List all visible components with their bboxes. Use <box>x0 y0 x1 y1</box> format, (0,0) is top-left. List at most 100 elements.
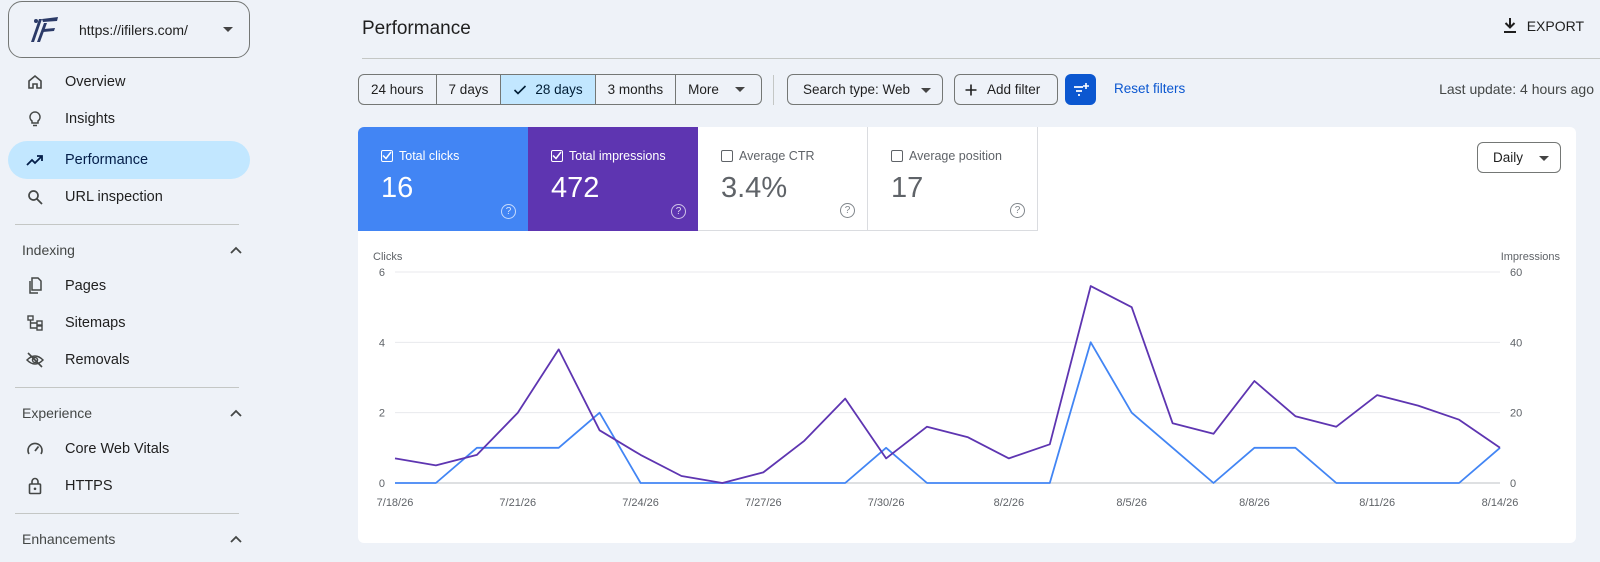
range-3-months[interactable]: 3 months <box>596 75 677 104</box>
x-tick-label: 8/14/26 <box>1482 497 1519 509</box>
range-label: 28 days <box>535 82 583 97</box>
metric-value: 16 <box>381 172 414 204</box>
export-label: EXPORT <box>1526 17 1584 34</box>
section-title: Indexing <box>22 242 75 258</box>
chevron-down-icon <box>223 27 233 32</box>
nav-https[interactable]: HTTPS <box>8 467 250 505</box>
series-line-total-impressions <box>394 285 1501 484</box>
check-icon <box>514 84 527 95</box>
property-url: https://ifilers.com/ <box>79 21 188 38</box>
metric-total-impressions[interactable]: Total impressions 472 ? <box>528 127 698 231</box>
range-label: 3 months <box>607 82 664 97</box>
nav-label: Core Web Vitals <box>65 441 170 457</box>
header-divider <box>362 58 1600 59</box>
checkbox-unchecked-icon[interactable] <box>891 150 903 162</box>
lightbulb-icon <box>26 110 44 128</box>
metric-average-ctr[interactable]: Average CTR 3.4% ? <box>698 127 868 231</box>
pages-icon <box>26 277 44 295</box>
help-icon[interactable]: ? <box>671 204 686 219</box>
y-left-tick-label: 4 <box>379 337 385 349</box>
nav-label: Sitemaps <box>65 315 126 331</box>
section-indexing[interactable]: Indexing <box>22 238 242 262</box>
add-filter-label: Add filter <box>987 82 1041 97</box>
download-icon <box>1503 18 1516 33</box>
nav-core-web-vitals[interactable]: Core Web Vitals <box>8 430 250 468</box>
nav-label: HTTPS <box>65 478 113 494</box>
filter-add-icon <box>1073 82 1089 96</box>
property-selector[interactable]: https://ifilers.com/ <box>8 1 250 58</box>
chevron-up-icon <box>230 246 242 254</box>
nav-pages[interactable]: Pages <box>8 267 250 305</box>
last-update-text: Last update: 4 hours ago <box>1439 81 1594 97</box>
range-label: 24 hours <box>371 82 424 97</box>
chevron-up-icon <box>230 535 242 543</box>
range-7-days[interactable]: 7 days <box>437 75 502 104</box>
page-title: Performance <box>362 18 471 39</box>
nav-url-inspection[interactable]: URL inspection <box>8 178 250 216</box>
add-filter-button[interactable]: Add filter <box>954 74 1058 105</box>
y-right-axis-title: Impressions <box>1501 251 1561 263</box>
x-tick-label: 7/18/26 <box>377 497 414 509</box>
site-logo-icon <box>31 16 58 42</box>
nav-overview[interactable]: Overview <box>8 63 250 101</box>
y-left-tick-label: 0 <box>379 478 385 490</box>
sidebar-divider <box>15 513 239 514</box>
y-right-tick-label: 40 <box>1510 337 1522 349</box>
range-28-days[interactable]: 28 days <box>501 75 596 104</box>
help-icon[interactable]: ? <box>1010 203 1025 218</box>
sidebar: https://ifilers.com/ Overview Insights P… <box>0 0 255 562</box>
home-icon <box>26 73 44 91</box>
lock-icon <box>26 477 44 495</box>
performance-card: 0 2 4 6 0 20 40 60 Clicks Impressions 7/18/26 7/21/… <box>358 127 1576 543</box>
y-right-tick-label: 0 <box>1510 478 1516 490</box>
range-24-hours[interactable]: 24 hours <box>359 75 437 104</box>
series-line-total-clicks <box>395 341 1501 484</box>
metric-value: 3.4% <box>721 172 788 204</box>
export-button[interactable]: EXPORT <box>1503 17 1584 34</box>
x-tick-label: 8/11/26 <box>1359 497 1395 509</box>
y-left-tick-label: 6 <box>379 267 385 279</box>
checkbox-checked-icon[interactable] <box>551 150 563 162</box>
checkbox-unchecked-icon[interactable] <box>721 150 733 162</box>
nav-label: Insights <box>65 111 115 127</box>
range-more[interactable]: More <box>676 75 761 104</box>
help-icon[interactable]: ? <box>501 204 516 219</box>
search-type-label: Search type: Web <box>803 82 911 97</box>
sidebar-divider <box>15 224 239 225</box>
nav-label: URL inspection <box>65 189 163 205</box>
metric-total-clicks[interactable]: Total clicks 16 ? <box>358 127 528 231</box>
filter-divider <box>773 75 774 105</box>
metric-label: Average CTR <box>739 149 815 163</box>
nav-label: Pages <box>65 278 107 294</box>
caret-down-icon <box>734 87 745 92</box>
date-range-selector: 24 hours 7 days 28 days 3 months More <box>358 74 762 105</box>
metric-label: Total clicks <box>399 149 460 163</box>
nav-performance[interactable]: Performance <box>8 141 250 179</box>
sidebar-divider <box>15 387 239 388</box>
y-left-axis-title: Clicks <box>373 251 403 263</box>
sitemap-icon <box>26 314 44 332</box>
help-icon[interactable]: ? <box>840 203 855 218</box>
nav-removals[interactable]: Removals <box>8 341 250 379</box>
gauge-icon <box>26 440 44 458</box>
section-enhancements[interactable]: Enhancements <box>22 527 242 551</box>
metric-average-position[interactable]: Average position 17 ? <box>868 127 1038 231</box>
x-tick-label: 7/24/26 <box>622 497 659 509</box>
x-tick-label: 7/27/26 <box>745 497 782 509</box>
search-icon <box>26 188 44 206</box>
nav-sitemaps[interactable]: Sitemaps <box>8 304 250 342</box>
metric-value: 472 <box>551 172 600 204</box>
reset-filters-link[interactable]: Reset filters <box>1114 81 1186 96</box>
checkbox-checked-icon[interactable] <box>381 150 393 162</box>
metric-label: Average position <box>909 149 1002 163</box>
filter-options-button[interactable] <box>1065 74 1096 105</box>
range-label: 7 days <box>448 82 489 97</box>
granularity-dropdown[interactable]: Daily <box>1477 142 1561 173</box>
y-right-tick-label: 20 <box>1510 408 1522 420</box>
nav-label: Removals <box>65 352 130 368</box>
x-tick-label: 8/2/26 <box>994 497 1025 509</box>
search-type-filter[interactable]: Search type: Web <box>787 74 943 105</box>
nav-insights[interactable]: Insights <box>8 100 250 138</box>
granularity-label: Daily <box>1493 150 1524 165</box>
section-experience[interactable]: Experience <box>22 401 242 425</box>
